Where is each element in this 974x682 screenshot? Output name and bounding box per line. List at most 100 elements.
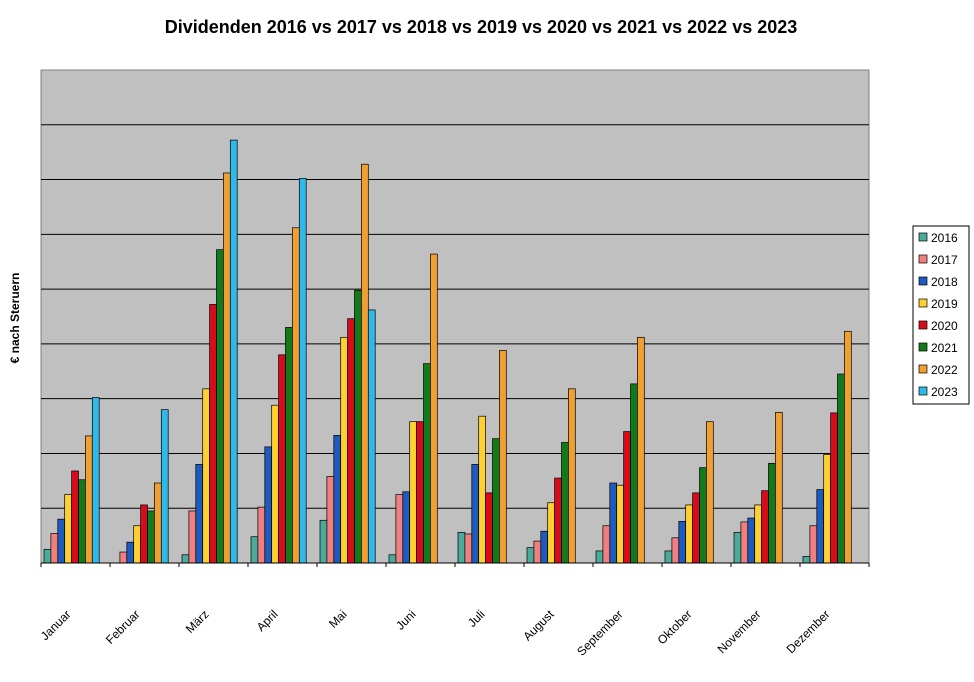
legend-label-2021: 2021	[931, 341, 958, 355]
legend-swatch-2016	[918, 232, 928, 242]
bar-2019-april	[271, 404, 279, 564]
bar-2021-oktober	[699, 467, 707, 564]
bar-2016-april	[250, 536, 259, 564]
bar-2022-november	[775, 412, 783, 564]
bar-2019-märz	[202, 388, 210, 564]
x-tick-label: Oktober	[655, 607, 695, 647]
bar-2018-november	[747, 517, 756, 564]
bar-2021-april	[285, 327, 293, 564]
bar-2017-april	[257, 506, 266, 564]
bar-2020-september	[623, 431, 631, 564]
legend-label-2020: 2020	[931, 319, 958, 333]
bar-2018-juli	[471, 464, 480, 564]
bar-2022-mai	[361, 163, 369, 564]
bar-2022-juni	[430, 253, 438, 564]
bar-2018-januar	[57, 518, 66, 564]
bar-2018-august	[540, 530, 549, 564]
bar-2022-februar	[154, 482, 162, 564]
bar-2019-januar	[64, 494, 72, 564]
bar-2023-märz	[229, 139, 238, 564]
bar-2018-april	[264, 446, 273, 564]
legend-swatch-2017	[918, 254, 928, 264]
bar-2017-juni	[395, 494, 404, 564]
bar-2017-januar	[50, 533, 59, 564]
bar-2018-mai	[333, 435, 342, 564]
legend-label-2017: 2017	[931, 253, 958, 267]
bar-2021-mai	[354, 289, 362, 564]
bar-2017-februar	[119, 551, 128, 564]
legend-swatch-2023	[918, 386, 928, 396]
bar-2020-januar	[71, 470, 79, 564]
bar-2016-dezember	[802, 556, 811, 564]
x-tick-label: November	[715, 607, 764, 656]
x-tick-label: Juni	[393, 607, 418, 632]
bar-2016-november	[733, 531, 742, 564]
bar-2021-august	[561, 442, 569, 564]
bar-2021-dezember	[837, 373, 845, 564]
bar-2018-juni	[402, 491, 411, 564]
bar-2017-mai	[326, 476, 335, 564]
chart-title: Dividenden 2016 vs 2017 vs 2018 vs 2019 …	[165, 17, 798, 37]
x-tick-label: Dezember	[784, 607, 833, 656]
bar-2021-november	[768, 462, 776, 564]
x-tick-label: März	[183, 607, 212, 636]
bar-2016-oktober	[664, 550, 673, 564]
x-tick-label: Mai	[326, 607, 350, 631]
plot-area	[40, 69, 870, 564]
bar-2016-mai	[319, 519, 328, 564]
legend-label-2022: 2022	[931, 363, 958, 377]
bar-2021-juni	[423, 363, 431, 564]
x-tick-label: Januar	[38, 607, 74, 643]
bar-2023-april	[298, 178, 307, 564]
bar-2019-september	[616, 484, 624, 564]
y-axis-label: € nach Steruern	[8, 273, 22, 364]
bar-2023-mai	[367, 309, 376, 564]
bar-2017-september	[602, 525, 611, 564]
bar-2016-juli	[457, 531, 466, 564]
grid-lines	[41, 124, 869, 509]
bar-2016-januar	[43, 548, 52, 564]
bar-2016-juni	[388, 554, 397, 564]
bar-2020-märz	[209, 304, 217, 564]
bar-2019-mai	[340, 336, 348, 564]
bar-2022-dezember	[844, 330, 852, 564]
legend-swatch-2021	[918, 342, 928, 352]
bar-2019-dezember	[823, 454, 831, 564]
bar-2018-februar	[126, 541, 135, 564]
bar-2017-august	[533, 540, 542, 564]
bar-2021-januar	[78, 479, 86, 564]
x-tick-label: August	[520, 607, 557, 644]
x-axis: Januar Februar März April Mai Juni Juli August S…	[38, 562, 870, 659]
legend-label-2018: 2018	[931, 275, 958, 289]
bar-2020-dezember	[830, 412, 838, 564]
bar-2022-juli	[499, 350, 507, 564]
bar-2019-august	[547, 502, 555, 564]
legend-swatch-2018	[918, 276, 928, 286]
bar-2017-dezember	[809, 525, 818, 564]
bar-2023-januar	[91, 397, 100, 564]
legend: 2016 2017 2018 2019 2020 2021 2022 2023	[912, 225, 970, 405]
bar-2016-september	[595, 550, 604, 564]
bar-2022-januar	[85, 435, 93, 564]
bar-2016-märz	[181, 554, 190, 564]
bar-2022-oktober	[706, 421, 714, 564]
x-tick-label: Februar	[103, 607, 143, 647]
bar-2022-april	[292, 227, 300, 564]
bar-2020-mai	[347, 318, 355, 564]
bar-2022-august	[568, 388, 576, 564]
legend-label-2016: 2016	[931, 231, 958, 245]
legend-label-2019: 2019	[931, 297, 958, 311]
bar-2018-dezember	[816, 489, 825, 564]
bar-2020-juli	[485, 492, 493, 564]
x-tick-label: September	[574, 607, 625, 658]
bar-2019-juli	[478, 415, 486, 564]
legend-swatch-2022	[918, 364, 928, 374]
bar-2017-november	[740, 521, 749, 564]
bar-2021-märz	[216, 249, 224, 564]
bar-2018-märz	[195, 464, 204, 564]
bar-2021-februar	[147, 510, 155, 564]
bar-2016-august	[526, 547, 535, 564]
bar-2017-märz	[188, 510, 197, 564]
bar-2019-oktober	[685, 504, 693, 564]
